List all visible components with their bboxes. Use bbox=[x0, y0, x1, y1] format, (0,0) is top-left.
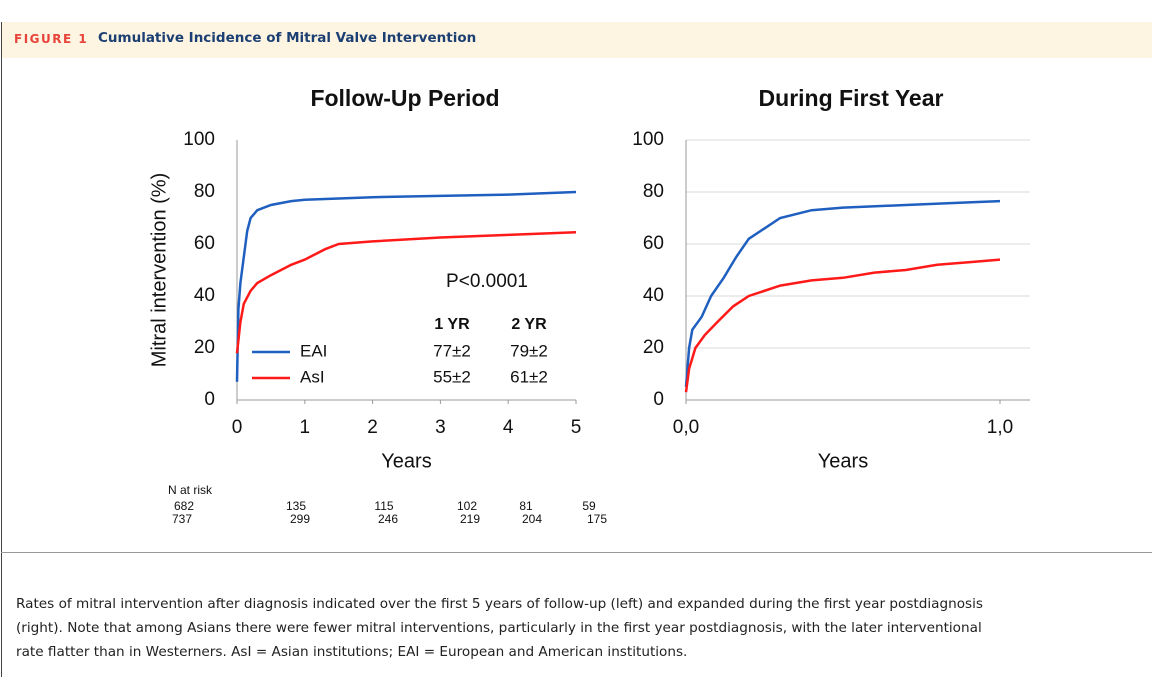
y-tick-label: 80 bbox=[194, 181, 215, 202]
x-tick-label: 1 bbox=[300, 417, 311, 438]
risk-count: 135 bbox=[286, 499, 306, 513]
legend-label: AsI bbox=[300, 367, 325, 386]
risk-count: 115 bbox=[374, 499, 393, 513]
stats-value: 55±2 bbox=[433, 367, 471, 386]
divider bbox=[1, 552, 1152, 553]
chart-title: Follow-Up Period bbox=[310, 85, 499, 111]
y-tick-label: 40 bbox=[194, 285, 215, 306]
risk-count: 175 bbox=[587, 512, 607, 526]
p-value: P<0.0001 bbox=[446, 271, 528, 292]
series-line bbox=[235, 190, 577, 382]
x-tick-label: 1,0 bbox=[987, 417, 1013, 438]
x-tick-label: 3 bbox=[435, 417, 446, 438]
caption-line: rate flatter than in Westerners. AsI = A… bbox=[16, 644, 688, 660]
caption: Rates of mitral intervention after diagn… bbox=[16, 592, 983, 664]
series-line bbox=[684, 258, 1001, 393]
y-axis-label: Mitral intervention (%) bbox=[148, 173, 170, 368]
risk-count: 682 bbox=[174, 499, 194, 513]
y-tick-label: 20 bbox=[194, 337, 215, 358]
legend-label: EAI bbox=[300, 341, 327, 360]
y-tick-label: 80 bbox=[643, 181, 664, 202]
stats-header: 2 YR bbox=[511, 316, 547, 333]
y-tick-label: 100 bbox=[183, 129, 215, 150]
stats-value: 61±2 bbox=[510, 367, 548, 386]
border bbox=[1, 22, 2, 677]
risk-count: 737 bbox=[172, 512, 192, 526]
series-line bbox=[684, 199, 1001, 388]
x-tick-label: 5 bbox=[571, 417, 582, 438]
risk-count: 81 bbox=[519, 499, 533, 513]
risk-count: 59 bbox=[582, 499, 596, 513]
risk-count: 219 bbox=[460, 512, 480, 526]
figure-label: FIGURE 1 bbox=[14, 32, 89, 46]
x-tick-label: 4 bbox=[503, 417, 514, 438]
series-line bbox=[235, 231, 577, 354]
risk-count: 246 bbox=[378, 512, 398, 526]
y-tick-label: 0 bbox=[653, 389, 664, 410]
y-tick-label: 60 bbox=[643, 233, 664, 254]
stats-header: 1 YR bbox=[434, 316, 470, 333]
risk-count: 299 bbox=[290, 512, 310, 526]
x-tick-label: 0,0 bbox=[673, 417, 699, 438]
x-axis-label: Years bbox=[818, 450, 868, 472]
y-tick-label: 40 bbox=[643, 285, 664, 306]
caption-line: (right). Note that among Asians there we… bbox=[16, 620, 982, 636]
figure-header: FIGURE 1 Cumulative Incidence of Mitral … bbox=[2, 22, 1152, 58]
x-axis-label: Years bbox=[381, 450, 431, 472]
x-tick-label: 0 bbox=[232, 417, 243, 438]
risk-label: N at risk bbox=[168, 483, 213, 497]
y-tick-label: 0 bbox=[204, 389, 215, 410]
figure-title: Cumulative Incidence of Mitral Valve Int… bbox=[98, 30, 477, 46]
caption-line: Rates of mitral intervention after diagn… bbox=[16, 596, 984, 612]
x-tick-label: 2 bbox=[367, 417, 378, 438]
y-tick-label: 20 bbox=[643, 337, 664, 358]
stats-value: 79±2 bbox=[510, 341, 548, 360]
risk-count: 204 bbox=[522, 512, 542, 526]
y-tick-label: 100 bbox=[632, 129, 664, 150]
y-tick-label: 60 bbox=[194, 233, 215, 254]
risk-count: 102 bbox=[457, 499, 477, 513]
stats-value: 77±2 bbox=[433, 341, 471, 360]
chart-title: During First Year bbox=[759, 85, 944, 111]
